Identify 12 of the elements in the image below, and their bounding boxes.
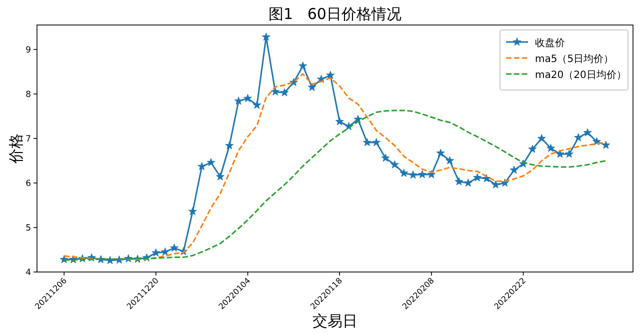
y-tick-label: 7 [26,134,31,144]
y-tick-label: 8 [26,90,31,100]
legend-label: ma20（20日均价） [535,69,626,81]
y-tick-label: 5 [26,223,31,234]
chart-title: 图1 60日价格情况 [268,5,402,23]
legend-label: 收盘价 [535,37,565,49]
x-axis-title: 交易日 [312,312,358,330]
y-tick-label: 4 [26,268,31,278]
y-tick-label: 6 [26,178,31,189]
y-axis-title: 价格 [7,134,25,164]
legend-label: ma5（5日均价） [535,53,614,65]
y-tick-label: 9 [26,45,31,56]
